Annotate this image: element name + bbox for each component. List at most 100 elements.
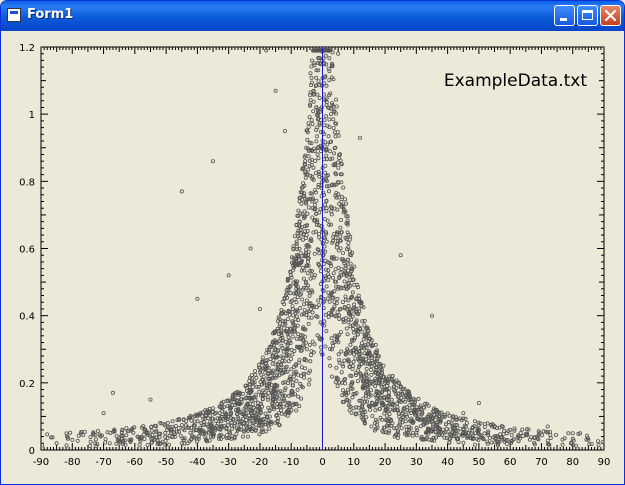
window-title: Form1 xyxy=(27,7,74,22)
data-point xyxy=(317,262,322,267)
data-point xyxy=(275,419,280,424)
data-point xyxy=(343,376,348,381)
data-point xyxy=(274,373,279,378)
data-point xyxy=(255,405,260,410)
data-point xyxy=(301,325,306,330)
data-point xyxy=(214,423,219,428)
data-point xyxy=(139,435,144,440)
data-point xyxy=(291,244,296,249)
data-point xyxy=(290,334,295,339)
data-point xyxy=(284,347,289,352)
data-point xyxy=(482,431,487,436)
data-point xyxy=(296,360,301,365)
data-point xyxy=(516,439,521,444)
data-point xyxy=(418,403,423,408)
data-point xyxy=(470,435,475,440)
data-point xyxy=(304,263,309,268)
data-point xyxy=(267,426,272,431)
x-tick-label: 50 xyxy=(473,457,486,468)
data-point xyxy=(422,405,427,410)
data-point xyxy=(412,402,417,407)
data-point xyxy=(120,427,125,432)
data-point xyxy=(257,389,262,394)
data-point xyxy=(311,48,316,53)
data-point xyxy=(313,84,318,89)
data-point xyxy=(421,422,426,427)
data-point xyxy=(98,434,103,439)
data-point xyxy=(304,145,309,150)
title-bar[interactable]: Form1 xyxy=(1,1,624,31)
data-point xyxy=(231,416,236,421)
data-point xyxy=(76,433,81,438)
x-tick-label: 60 xyxy=(504,457,517,468)
data-point xyxy=(186,425,191,430)
data-point xyxy=(308,83,313,88)
data-point xyxy=(370,413,375,418)
data-point xyxy=(291,246,296,251)
data-point xyxy=(263,411,268,416)
data-point xyxy=(241,428,246,433)
data-point xyxy=(178,433,183,438)
data-point xyxy=(299,201,304,206)
data-point xyxy=(163,438,168,443)
data-point xyxy=(334,375,339,380)
data-point xyxy=(293,256,298,261)
data-point xyxy=(467,428,472,433)
data-point xyxy=(345,398,350,403)
data-point xyxy=(65,436,70,441)
data-point xyxy=(345,220,350,225)
data-point xyxy=(252,416,257,421)
data-point xyxy=(264,385,269,390)
data-point xyxy=(439,410,444,415)
data-point xyxy=(337,360,342,365)
data-point xyxy=(305,137,310,142)
data-point xyxy=(333,111,338,116)
data-point xyxy=(356,364,361,369)
minimize-button[interactable] xyxy=(554,5,575,26)
x-tick-label: -70 xyxy=(95,457,111,468)
data-point xyxy=(269,343,274,348)
data-point xyxy=(357,354,362,359)
data-point xyxy=(364,366,369,371)
close-button[interactable] xyxy=(600,5,621,26)
data-point xyxy=(345,214,350,219)
data-point xyxy=(392,408,397,413)
data-point xyxy=(313,190,318,195)
data-point xyxy=(196,436,201,441)
data-point xyxy=(381,363,386,368)
data-point xyxy=(306,309,311,314)
data-point xyxy=(279,328,284,333)
data-point xyxy=(137,442,142,447)
data-point xyxy=(474,436,479,441)
data-point xyxy=(486,431,491,436)
data-point xyxy=(223,416,228,421)
data-point xyxy=(110,390,115,395)
x-tick-label: 90 xyxy=(598,457,611,468)
data-point xyxy=(329,347,334,352)
data-point xyxy=(287,404,292,409)
data-point xyxy=(179,189,184,194)
data-point xyxy=(168,428,173,433)
data-point xyxy=(297,344,302,349)
data-point xyxy=(307,163,312,168)
data-point xyxy=(361,385,366,390)
data-point xyxy=(396,411,401,416)
data-point xyxy=(585,433,590,438)
data-point xyxy=(321,56,326,61)
data-point xyxy=(348,261,353,266)
data-point xyxy=(362,323,367,328)
data-point xyxy=(338,225,343,230)
data-point xyxy=(263,429,268,434)
data-point xyxy=(311,165,316,170)
data-point xyxy=(313,229,318,234)
data-point xyxy=(401,409,406,414)
data-point xyxy=(328,363,333,368)
data-point xyxy=(131,430,136,435)
data-point xyxy=(282,319,287,324)
data-point xyxy=(231,392,236,397)
data-point xyxy=(451,415,456,420)
data-point xyxy=(368,404,373,409)
data-point xyxy=(380,400,385,405)
data-point xyxy=(312,342,317,347)
maximize-button[interactable] xyxy=(577,5,598,26)
